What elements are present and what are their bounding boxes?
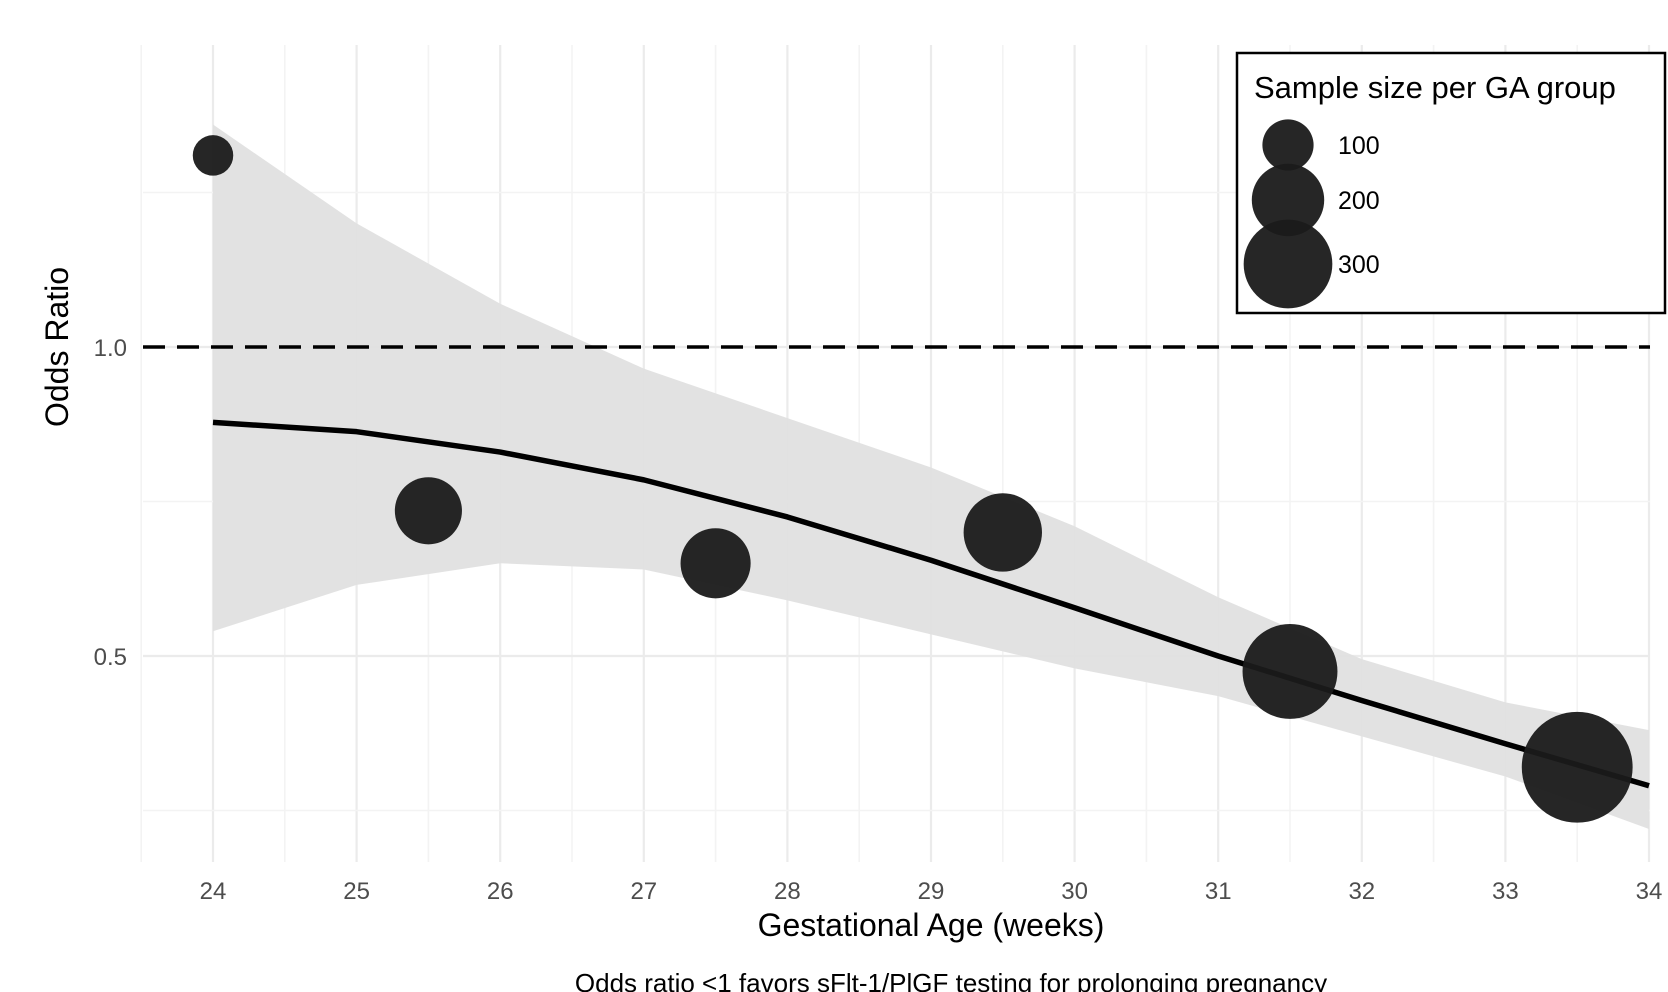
x-tick-label: 28 — [774, 878, 801, 905]
x-tick-label: 33 — [1492, 878, 1519, 905]
legend: Sample size per GA group 100 200 300 — [1235, 51, 1667, 315]
legend-label: 100 — [1338, 132, 1380, 160]
x-tick-label: 34 — [1636, 878, 1663, 905]
data-point — [963, 493, 1042, 572]
fit-line-layer — [212, 419, 1650, 789]
y-tick-label: 1.0 — [94, 335, 127, 362]
caption: Odds ratio <1 favors sFlt-1/PlGF testing… — [575, 968, 1327, 992]
legend-entries: 100 200 300 — [1243, 119, 1380, 309]
fit-line — [212, 419, 1650, 789]
legend-size-key — [1243, 219, 1333, 309]
y-tick-label: 0.5 — [94, 644, 127, 671]
x-tick-label: 25 — [343, 878, 370, 905]
legend-size-key — [1251, 163, 1325, 237]
tick-labels-layer: 24 25 26 27 28 29 30 31 32 33 34 0.5 1.0 — [94, 335, 1663, 905]
legend-label: 300 — [1338, 251, 1380, 279]
legend-size-key — [1262, 119, 1314, 171]
data-point — [192, 135, 234, 176]
x-tick-label: 29 — [918, 878, 945, 905]
data-point — [1242, 623, 1338, 719]
grid-layer — [140, 45, 1651, 862]
legend-title: Sample size per GA group — [1254, 70, 1616, 105]
x-tick-label: 27 — [630, 878, 657, 905]
data-point — [394, 477, 462, 545]
legend-label: 200 — [1338, 187, 1380, 215]
data-point — [1521, 711, 1633, 823]
x-axis-title: Gestational Age (weeks) — [758, 907, 1105, 943]
x-tick-label: 26 — [487, 878, 514, 905]
x-tick-label: 31 — [1205, 878, 1232, 905]
x-tick-label: 32 — [1348, 878, 1375, 905]
data-point — [680, 528, 751, 599]
x-tick-label: 30 — [1061, 878, 1088, 905]
points-layer — [192, 135, 1633, 823]
y-axis-title: Odds Ratio — [39, 267, 75, 427]
x-tick-label: 24 — [200, 878, 227, 905]
